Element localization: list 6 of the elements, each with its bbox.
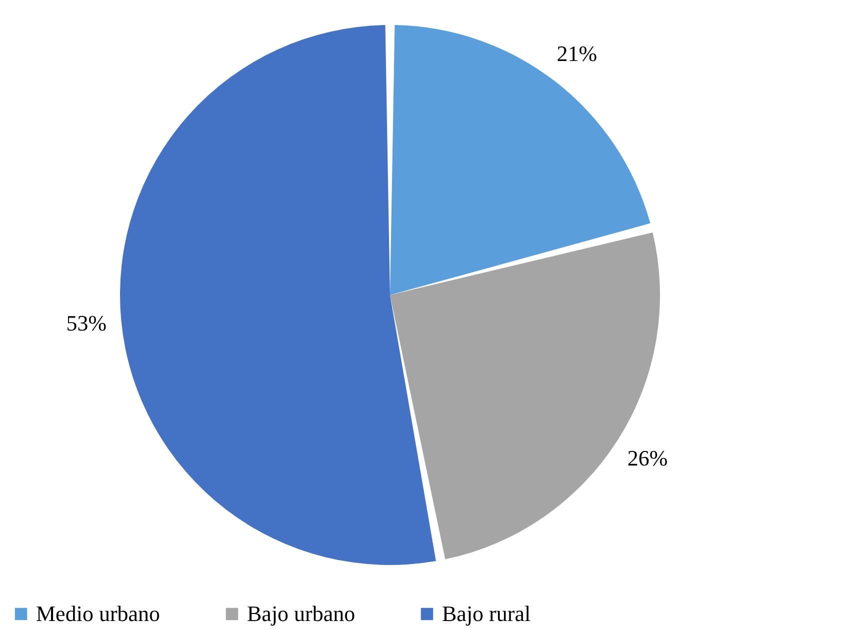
legend-label: Medio urbano	[36, 601, 160, 626]
legend-label: Bajo urbano	[247, 601, 356, 626]
legend-label: Bajo rural	[442, 601, 531, 626]
data-label: 26%	[627, 445, 668, 470]
data-label: 53%	[66, 310, 107, 336]
data-label: 21%	[556, 41, 598, 66]
